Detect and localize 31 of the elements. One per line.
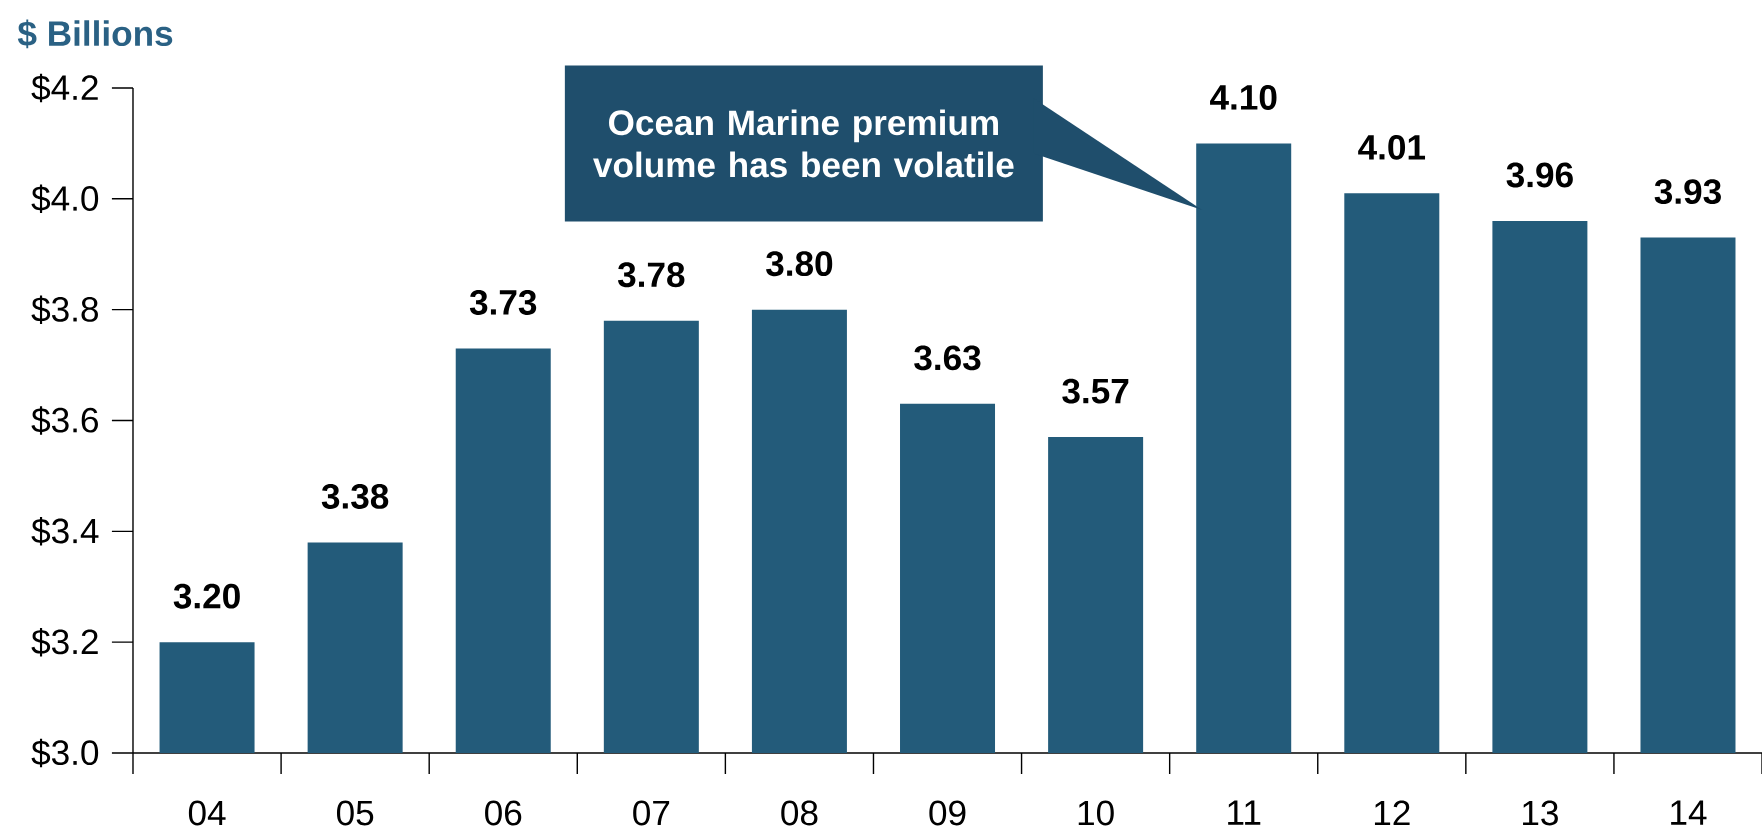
y-tick-label: $3.0	[31, 738, 99, 768]
x-tick-label: 11	[1228, 800, 1261, 825]
data-label: 3.20	[173, 583, 240, 609]
data-label: 3.78	[617, 262, 685, 288]
data-label: 3.93	[1654, 179, 1721, 205]
data-label: 3.57	[1062, 378, 1129, 404]
data-label: 3.73	[469, 290, 537, 315]
x-tick-label: 06	[485, 800, 522, 826]
x-tick-label: 14	[1671, 800, 1707, 825]
x-tick-label: 09	[929, 800, 966, 826]
x-tick-label: 04	[188, 800, 226, 826]
data-label: 3.96	[1506, 162, 1573, 188]
data-label: 3.63	[914, 345, 981, 371]
data-label: 4.10	[1210, 85, 1277, 110]
x-tick-label: 12	[1374, 800, 1410, 826]
data-label: 3.80	[766, 251, 833, 277]
x-tick-label: 08	[781, 800, 818, 826]
y-tick-label: $4.2	[31, 73, 98, 103]
y-tick-label: $3.6	[31, 406, 98, 435]
y-axis-title: $ Billions	[17, 19, 173, 49]
x-tick-label: 10	[1078, 800, 1114, 826]
x-tick-label: 07	[633, 800, 670, 826]
x-tick-label: 05	[336, 800, 374, 826]
y-tick-label: $3.8	[31, 295, 98, 324]
data-label: 4.01	[1358, 134, 1426, 160]
data-label: 3.38	[321, 483, 389, 509]
y-tick-label: $4.0	[31, 184, 99, 214]
annotation: Ocean Marine premium volume has been volatile	[593, 109, 1014, 178]
x-tick-label: 13	[1523, 800, 1558, 826]
y-tick-label: $3.4	[31, 517, 99, 546]
y-tick-label: $3.2	[31, 627, 98, 657]
